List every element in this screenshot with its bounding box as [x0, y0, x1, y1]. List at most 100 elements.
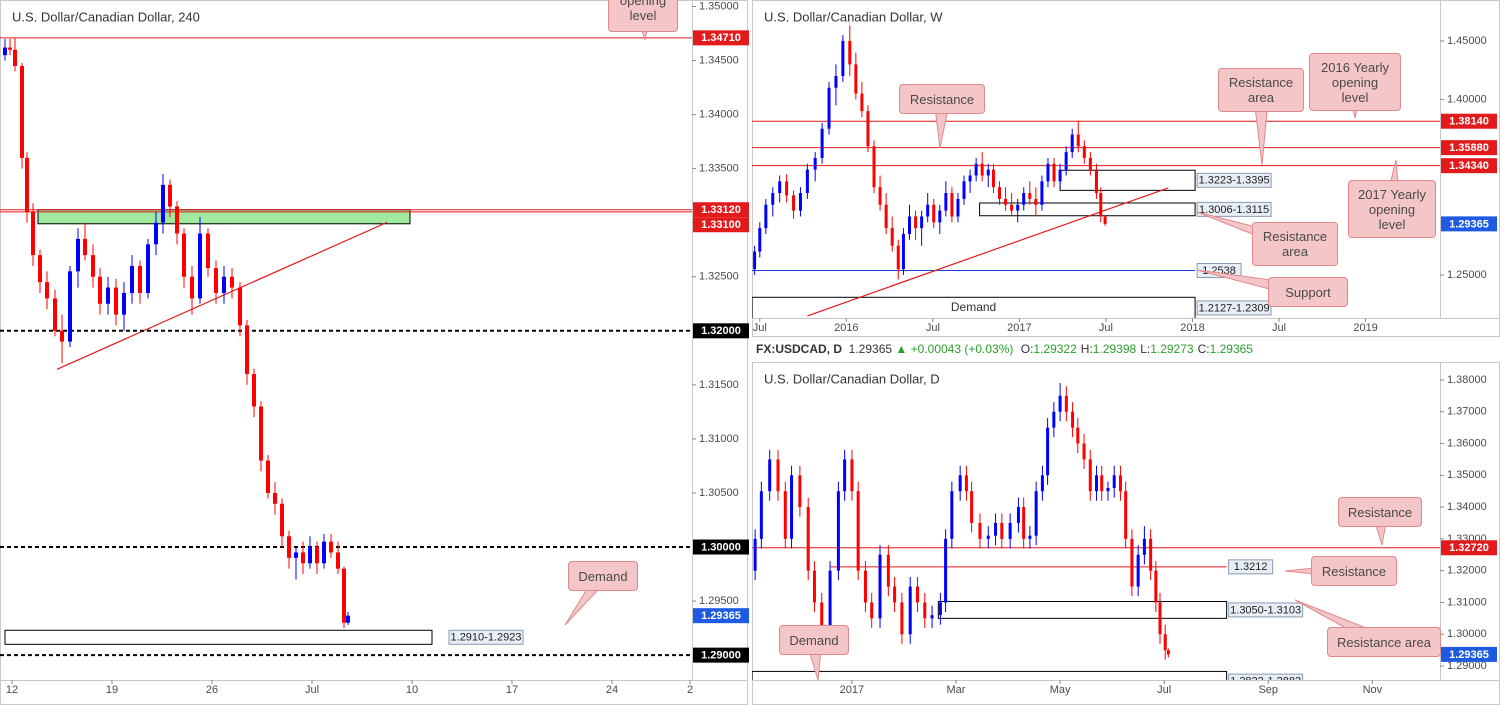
- info-bar: FX:USDCAD, D 1.29365 ▲ +0.00043 (+0.03%)…: [756, 342, 1253, 356]
- ohlc-key: H:: [1080, 342, 1093, 356]
- candle-body: [1008, 522, 1012, 539]
- y-tick-label: 1.30500: [699, 487, 739, 499]
- callout: Resistance: [899, 84, 985, 114]
- candle-body: [870, 602, 874, 619]
- candle-body: [932, 204, 936, 223]
- candle-body: [827, 87, 831, 129]
- y-tick-label: 1.40000: [1447, 93, 1487, 105]
- zone-label-box: [1228, 673, 1304, 680]
- price-box-label: 1.29365: [1449, 649, 1489, 661]
- candle-body: [1082, 443, 1086, 460]
- candle-body: [926, 204, 930, 217]
- candle-body: [1040, 475, 1044, 492]
- candle-body: [820, 128, 824, 158]
- candle-body: [944, 538, 948, 603]
- price-box: [1441, 113, 1497, 129]
- candle-body: [146, 244, 150, 293]
- candle-body: [878, 554, 882, 619]
- x-tick-label: 2018: [1180, 322, 1204, 334]
- callout: Demand: [568, 561, 638, 591]
- candle-body: [214, 268, 218, 293]
- callout: Resistance area: [1252, 222, 1338, 266]
- price-box-label: 1.38140: [1449, 116, 1489, 128]
- ohlc-value: 1.29273: [1150, 342, 1194, 356]
- price-box: [693, 539, 749, 555]
- candle-body: [901, 233, 905, 270]
- zone: [937, 600, 1228, 619]
- price-box: [693, 323, 749, 339]
- candle-body: [161, 184, 165, 223]
- price-box: [1441, 540, 1497, 556]
- candle-body: [1088, 459, 1092, 492]
- candle-body: [60, 330, 64, 342]
- y-tick-label: 1.29000: [1447, 660, 1487, 672]
- candle-body: [1118, 475, 1122, 492]
- candle-body: [1028, 535, 1032, 539]
- price-box: [1441, 158, 1497, 174]
- zone-name: Demand: [951, 300, 996, 314]
- candle-body: [342, 568, 346, 623]
- candle-body: [978, 522, 982, 539]
- candle-body: [1034, 491, 1038, 536]
- zone-label-box: [1196, 300, 1272, 316]
- candle-body: [805, 169, 809, 194]
- candle-body: [294, 552, 298, 558]
- zone-label: 1.2127-1.2309: [1199, 302, 1270, 314]
- candle-body: [820, 602, 824, 635]
- candle-body: [154, 222, 158, 245]
- candle-body: [841, 40, 845, 77]
- x-tick-label: 2016: [834, 322, 858, 334]
- candle-body: [915, 586, 919, 603]
- y-tick-label: 1.32000: [1447, 565, 1487, 577]
- x-tick-label: 2017: [1007, 322, 1031, 334]
- price: 1.29365: [848, 342, 893, 356]
- candle-body: [1022, 193, 1026, 205]
- candle-body: [812, 570, 816, 603]
- candle-body: [91, 255, 95, 277]
- candle-body: [938, 602, 942, 616]
- candle-body: [238, 287, 242, 326]
- ohlc: O:1.29322 H:1.29398 L:1.29273 C:1.29365: [1017, 342, 1253, 356]
- candle-body: [138, 265, 142, 293]
- candle-body: [986, 535, 990, 539]
- candle-body: [759, 491, 763, 539]
- callout: Resistance: [1311, 556, 1397, 586]
- x-tick-label: Jul: [1272, 322, 1286, 334]
- panel-frame: [752, 0, 1500, 337]
- candle-body: [1000, 522, 1004, 539]
- price-box: [1441, 646, 1497, 662]
- candle-body: [45, 282, 49, 299]
- candle-body: [53, 298, 57, 331]
- candle-body: [308, 547, 312, 564]
- plot-area: 1.3050-1.3103 1.2822-1.2883 1.3212: [752, 383, 1440, 680]
- price-box-label: 1.34340: [1449, 160, 1489, 172]
- x-tick-label: May: [1050, 684, 1071, 696]
- candle-body: [1010, 204, 1014, 211]
- x-tick-label: 2017: [840, 684, 864, 696]
- x-tick-label: Sep: [1258, 684, 1278, 696]
- candle-body: [893, 586, 897, 603]
- candle-body: [1070, 134, 1074, 153]
- x-tick-label: Jul: [305, 684, 319, 696]
- callout: Demand: [779, 625, 849, 655]
- y-tick-label: 1.29500: [699, 595, 739, 607]
- candle-body: [76, 238, 80, 272]
- candle-body: [322, 541, 326, 564]
- candle-body: [764, 204, 768, 229]
- candle-body: [122, 292, 126, 315]
- zone: [4, 629, 433, 645]
- candle-body: [1058, 395, 1062, 412]
- y-tick-label: 1.34500: [699, 54, 739, 66]
- y-tick-label: 1.36000: [1447, 437, 1487, 449]
- candle-body: [1046, 427, 1050, 476]
- candle-body: [273, 492, 277, 504]
- y-tick-label: 1.34000: [1447, 501, 1487, 513]
- candle-body: [938, 210, 942, 223]
- candle-body: [850, 459, 854, 492]
- candle-body: [843, 459, 847, 492]
- zone-label: 1.3006-1.3115: [1199, 204, 1269, 216]
- candle-body: [106, 287, 110, 304]
- callout: Resistance area: [1218, 68, 1304, 112]
- candle-body: [1099, 193, 1103, 217]
- ohlc-value: 1.29322: [1033, 342, 1077, 356]
